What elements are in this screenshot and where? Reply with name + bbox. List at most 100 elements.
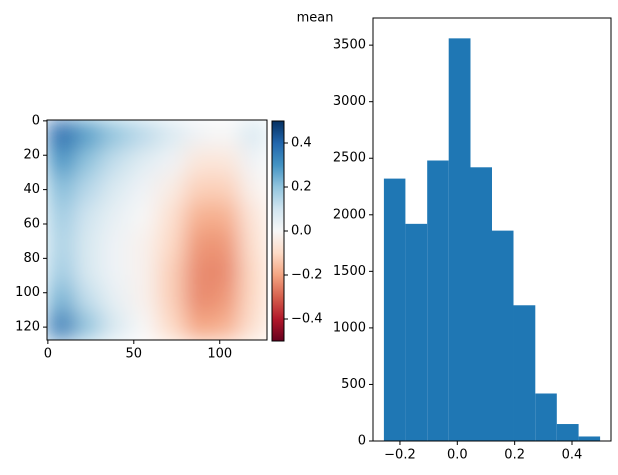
image-cell	[239, 257, 267, 286]
image-cell	[102, 147, 130, 176]
image-cell	[212, 257, 240, 286]
x-tick-label: 0.2	[504, 448, 525, 463]
colorbar-tick-label: −0.2	[291, 268, 323, 283]
spine	[46, 119, 268, 341]
image-cell	[129, 230, 158, 258]
bar	[470, 167, 492, 441]
image-cell	[47, 257, 75, 286]
x-tick-label: 0	[44, 347, 52, 362]
y-tick-label: 3500	[333, 38, 366, 53]
image-cell	[239, 312, 267, 340]
y-tick-label: 500	[341, 377, 366, 392]
image-cell	[212, 120, 240, 148]
y-tick-label: 120	[15, 320, 40, 335]
bar	[578, 436, 601, 441]
image-cell	[129, 120, 158, 148]
image-cell	[157, 257, 185, 286]
colorbar-tick-label: −0.4	[291, 312, 323, 327]
image-cell	[47, 285, 75, 313]
image-cell	[212, 175, 240, 203]
image-cell	[47, 175, 75, 203]
image-cell	[239, 120, 267, 148]
image-cell	[157, 175, 185, 203]
image-cell	[74, 120, 103, 148]
bar	[492, 230, 514, 441]
image-cell	[47, 120, 75, 148]
image-cell	[239, 175, 267, 203]
image-cell	[184, 285, 213, 313]
image-cell	[212, 202, 240, 231]
image-cell	[102, 230, 130, 258]
y-tick-label: 1500	[333, 264, 366, 279]
image-cell	[129, 312, 158, 340]
y-tick-label: 1000	[333, 320, 366, 335]
image-cell	[184, 230, 213, 258]
x-tick-label: −0.2	[384, 448, 416, 463]
image-cell	[157, 120, 185, 148]
image-cell	[74, 147, 103, 176]
bar	[405, 223, 428, 441]
y-tick-label: 3000	[333, 94, 366, 109]
colorbar-tick-label: 0.0	[291, 224, 312, 239]
bar	[556, 424, 579, 441]
image-cell	[74, 285, 103, 313]
y-tick-label: 2000	[333, 207, 366, 222]
image-cell	[212, 285, 240, 313]
image-cell	[157, 285, 185, 313]
x-tick-label: 50	[126, 347, 143, 362]
image-cell	[184, 120, 213, 148]
image-clip	[47, 120, 267, 340]
image-cell	[102, 202, 130, 231]
image-cell	[184, 147, 213, 176]
image-cell	[47, 230, 75, 258]
image-cell	[102, 257, 130, 286]
y-tick-label: 20	[23, 148, 40, 163]
image-cell	[157, 147, 185, 176]
image-cell	[47, 312, 75, 340]
image-cell	[239, 285, 267, 313]
image-cell	[74, 175, 103, 203]
image-cell	[129, 257, 158, 286]
image-cell	[212, 230, 240, 258]
image-cell	[157, 312, 185, 340]
image-cell	[129, 147, 158, 176]
image-cell	[184, 257, 213, 286]
x-tick-label: 100	[207, 347, 232, 362]
image-cell	[129, 285, 158, 313]
image-cell	[74, 230, 103, 258]
image-cell	[239, 147, 267, 176]
image-cell	[184, 202, 213, 231]
y-tick-label: 60	[23, 216, 40, 231]
image-cell	[157, 230, 185, 258]
image-cell	[239, 202, 267, 231]
bar	[383, 178, 406, 441]
image-cell	[74, 202, 103, 231]
image-cell	[129, 202, 158, 231]
y-tick-label: 40	[23, 182, 40, 197]
image-cell	[47, 202, 75, 231]
y-tick-label: 100	[15, 285, 40, 300]
colorbar	[272, 121, 284, 341]
image-cell	[184, 175, 213, 203]
image-cell	[102, 175, 130, 203]
bar	[427, 160, 449, 441]
image-cell	[47, 147, 75, 176]
image-cell	[212, 312, 240, 340]
colorbar-tick-label: 0.2	[291, 180, 312, 195]
image-cell	[102, 120, 130, 148]
y-tick-label: 0	[32, 113, 40, 128]
image-cell	[212, 147, 240, 176]
bar	[448, 38, 471, 442]
image	[47, 120, 267, 340]
colorbar-tick-label: 0.4	[291, 136, 312, 151]
y-tick-label: 80	[23, 251, 40, 266]
image-cell	[239, 230, 267, 258]
image-cell	[74, 257, 103, 286]
spine	[372, 17, 612, 442]
image-cell	[157, 202, 185, 231]
x-tick-label: 0.0	[447, 448, 468, 463]
y-tick-label: 2500	[333, 151, 366, 166]
bar	[535, 393, 557, 441]
x-tick-label: 0.4	[562, 448, 583, 463]
